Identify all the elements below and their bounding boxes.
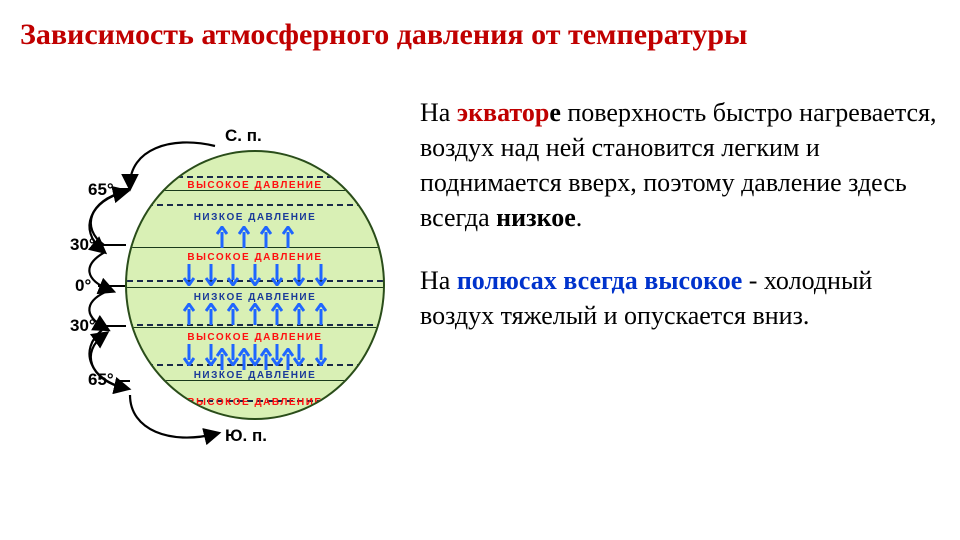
paragraph-poles: На полюсах всегда высокое - холодный воз…	[420, 263, 945, 333]
paragraph-equator: На экваторе поверхность быстро нагревает…	[420, 95, 945, 235]
up-arrow-icon	[216, 348, 228, 370]
south-pole-label: Ю. п.	[225, 426, 267, 446]
dash-1	[127, 204, 383, 206]
down-arrow-icon	[205, 264, 217, 286]
band-5-low: НИЗКОЕ ДАВЛЕНИЕ	[127, 370, 383, 381]
up-arrow-icon	[205, 303, 217, 325]
p1-e: е	[549, 98, 561, 127]
lat-0: 0°	[75, 276, 91, 296]
up-arrow-icon	[271, 303, 283, 325]
lat-65n: 65°	[88, 180, 114, 200]
down-arrow-icon	[183, 264, 195, 286]
arrows-row-2	[127, 264, 383, 286]
explanation-text: На экваторе поверхность быстро нагревает…	[420, 95, 945, 362]
up-arrow-icon	[260, 226, 272, 248]
lat-65s: 65°	[88, 370, 114, 390]
word-low: низкое	[496, 203, 576, 232]
p2-pre: На	[420, 266, 457, 295]
down-arrow-icon	[293, 264, 305, 286]
word-equator: экватор	[457, 98, 549, 127]
band-3-low: НИЗКОЕ ДАВЛЕНИЕ	[127, 292, 383, 303]
pressure-diagram: ВЫСОКОЕ ДАВЛЕНИЕ НИЗКОЕ ДАВЛЕНИЕ ВЫСОКОЕ …	[30, 100, 400, 480]
word-poles: полюсах всегда высокое	[457, 266, 742, 295]
band-2-high: ВЫСОКОЕ ДАВЛЕНИЕ	[127, 252, 383, 263]
up-arrow-icon	[238, 226, 250, 248]
up-arrow-icon	[293, 303, 305, 325]
arrows-row-5	[127, 348, 383, 370]
up-arrow-icon	[282, 226, 294, 248]
down-arrow-icon	[249, 264, 261, 286]
down-arrow-icon	[227, 264, 239, 286]
lat-line-3	[127, 327, 383, 328]
lat-30s: 30°	[70, 316, 96, 336]
globe: ВЫСОКОЕ ДАВЛЕНИЕ НИЗКОЕ ДАВЛЕНИЕ ВЫСОКОЕ …	[125, 150, 385, 420]
band-0-high: ВЫСОКОЕ ДАВЛЕНИЕ	[127, 180, 383, 191]
arrows-row-1	[127, 226, 383, 248]
up-arrow-icon	[216, 226, 228, 248]
p1-post: .	[576, 203, 583, 232]
up-arrow-icon	[260, 348, 272, 370]
arrows-row-3	[127, 303, 383, 325]
up-arrow-icon	[249, 303, 261, 325]
lat-30n: 30°	[70, 235, 96, 255]
band-6-high: ВЫСОКОЕ ДАВЛЕНИЕ	[127, 397, 383, 408]
p1-pre: На	[420, 98, 457, 127]
up-arrow-icon	[282, 348, 294, 370]
up-arrow-icon	[315, 303, 327, 325]
up-arrow-icon	[227, 303, 239, 325]
down-arrow-icon	[271, 264, 283, 286]
page-title: Зависимость атмосферного давления от тем…	[20, 18, 940, 52]
lat-line-2	[127, 287, 383, 288]
band-4-high: ВЫСОКОЕ ДАВЛЕНИЕ	[127, 332, 383, 343]
up-arrow-icon	[238, 348, 250, 370]
up-arrow-icon	[183, 303, 195, 325]
down-arrow-icon	[315, 264, 327, 286]
globe-clip: ВЫСОКОЕ ДАВЛЕНИЕ НИЗКОЕ ДАВЛЕНИЕ ВЫСОКОЕ …	[127, 152, 383, 418]
north-pole-label: С. п.	[225, 126, 262, 146]
band-1-low: НИЗКОЕ ДАВЛЕНИЕ	[127, 212, 383, 223]
dash-0	[127, 176, 383, 178]
